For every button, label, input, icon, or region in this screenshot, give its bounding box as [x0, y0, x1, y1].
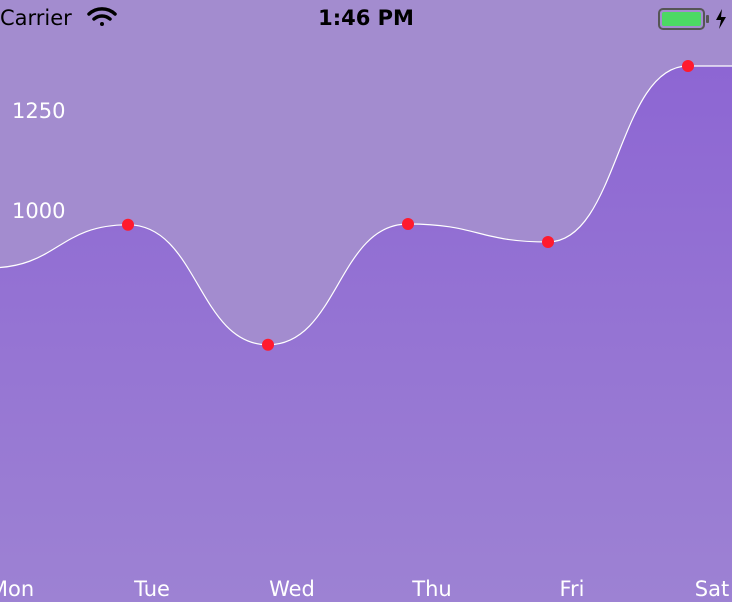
chart: 25050075010001250MonTueWedThuFriSat: [0, 60, 732, 602]
carrier: Carrier: [0, 6, 72, 30]
x-tick-label: Mon: [0, 577, 34, 601]
time: 1:46 PM: [318, 6, 414, 30]
y-tick-label: 1250: [12, 99, 65, 123]
wifi-icon: [87, 7, 117, 26]
status-bar: Carrier 1:46 PM: [0, 6, 726, 30]
x-tick-label: Thu: [411, 577, 451, 601]
x-tick-label: Sat: [695, 577, 729, 601]
x-tick-label: Fri: [559, 577, 584, 601]
y-tick-label: 1000: [12, 199, 65, 223]
point: [542, 236, 554, 248]
point: [402, 218, 414, 230]
x-tick-label: Tue: [133, 577, 170, 601]
point: [122, 218, 134, 231]
battery-icon: [658, 8, 726, 30]
point: [262, 338, 274, 351]
point: [682, 60, 694, 72]
x-tick-label: Wed: [269, 577, 315, 601]
area: [0, 66, 732, 602]
